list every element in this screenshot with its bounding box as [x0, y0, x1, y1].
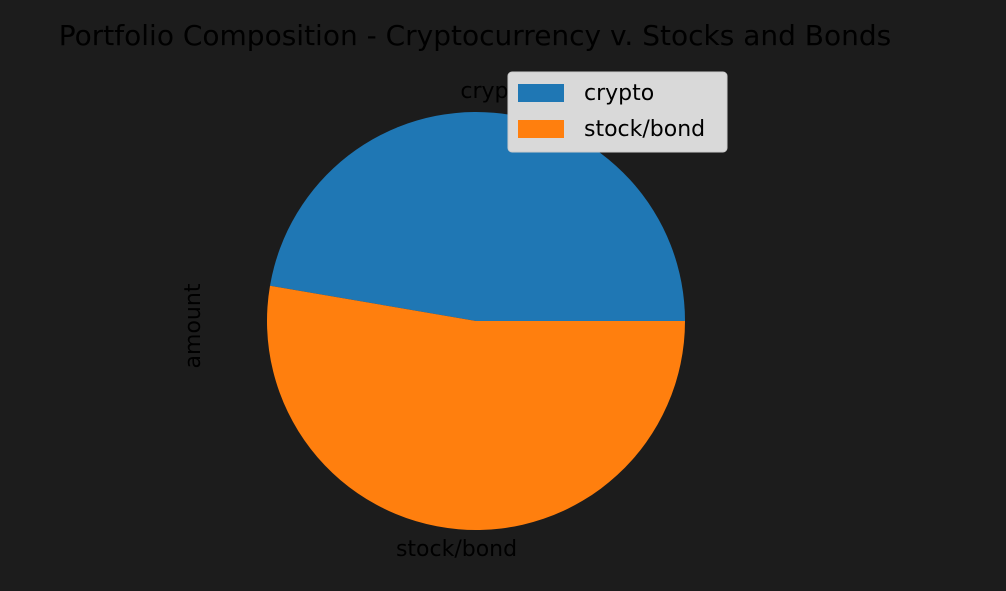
legend-label-stock-bond: stock/bond — [584, 117, 705, 142]
chart-title: Portfolio Composition - Cryptocurrency v… — [59, 19, 891, 52]
pie-slice-crypto — [270, 111, 685, 321]
pie-slice-stock-bond — [267, 285, 685, 530]
slice-label-stock-bond: stock/bond — [396, 537, 517, 562]
y-axis-label: amount — [181, 283, 206, 368]
legend-label-crypto: crypto — [584, 81, 654, 106]
pie-slices — [267, 111, 685, 530]
legend: crypto stock/bond — [507, 71, 728, 153]
legend-swatch-crypto — [518, 84, 564, 102]
legend-swatch-stock-bond — [518, 120, 564, 138]
